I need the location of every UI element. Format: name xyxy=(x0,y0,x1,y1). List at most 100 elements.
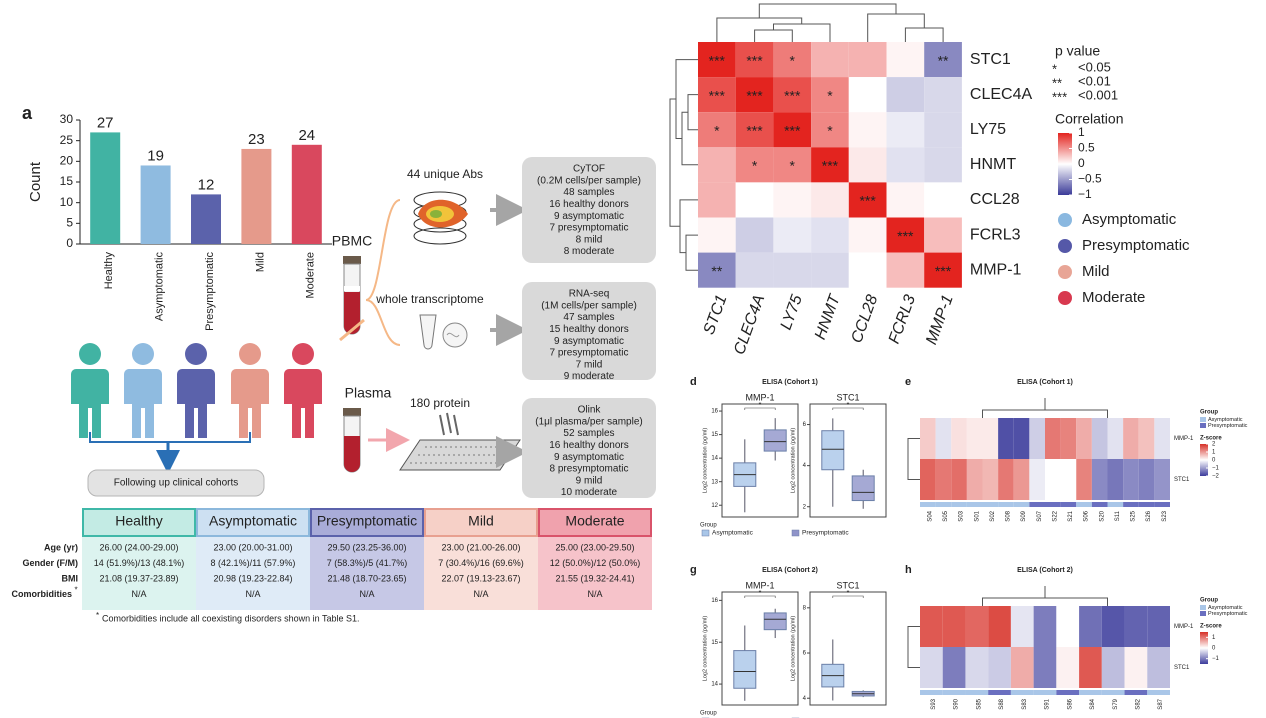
assay-box-line: 10 moderate xyxy=(561,487,618,498)
column-label: S08 xyxy=(1006,510,1012,521)
group-bar xyxy=(920,690,943,695)
column-label: S79 xyxy=(1113,698,1119,709)
significance-label: * xyxy=(847,590,850,597)
heatmap-cell xyxy=(886,252,925,288)
y-tick-label: 15 xyxy=(60,174,74,188)
bar xyxy=(241,148,272,244)
legend-label: Asymptomatic xyxy=(1208,417,1243,423)
row-label: CCL28 xyxy=(970,191,1020,208)
p-value-title: p value xyxy=(1055,43,1100,59)
heatmap-cell xyxy=(1013,459,1030,500)
table-cell: N/A xyxy=(359,589,374,599)
column-dendrogram xyxy=(982,398,1108,418)
y-tick-label: 25 xyxy=(60,133,74,147)
y-tick-label: 10 xyxy=(60,195,74,209)
heatmap-cell xyxy=(935,418,952,459)
table-header xyxy=(82,508,196,537)
assay-box-line: 9 asymptomatic xyxy=(554,336,624,347)
heatmap-cell xyxy=(1033,606,1057,647)
heatmap-cell xyxy=(1091,459,1108,500)
pbmc-brace xyxy=(365,199,401,301)
significance-label: * xyxy=(759,402,762,409)
heatmap-cell xyxy=(735,147,774,183)
legend-label: Asymptomatic xyxy=(1208,605,1243,611)
heatmap-cell xyxy=(1123,418,1139,459)
people-icons xyxy=(71,343,322,438)
y-tick-label: 8 xyxy=(803,605,807,611)
legend-title: Group xyxy=(1200,598,1218,604)
column-label: S21 xyxy=(1068,510,1074,521)
cohort-box-label: Following up clinical cohorts xyxy=(114,478,239,489)
heatmap-cell xyxy=(1079,647,1102,688)
heatmap-cell xyxy=(773,182,812,218)
group-bar xyxy=(1033,690,1057,695)
cohort-bracket xyxy=(89,432,251,443)
assay-box-line: 9 asymptomatic xyxy=(554,452,624,463)
heatmap-cell xyxy=(773,112,812,148)
group-bar xyxy=(965,690,989,695)
legend-label: Mild xyxy=(1082,263,1110,280)
significance-stars: *** xyxy=(746,87,763,103)
plot-frame xyxy=(721,403,799,518)
panel-label: d xyxy=(690,376,697,388)
heatmap-cell xyxy=(848,182,887,218)
heatmap-cell xyxy=(988,647,1011,688)
table-body xyxy=(538,536,652,610)
x-tick-label: Presymptomatic xyxy=(204,252,216,331)
heatmap-cell xyxy=(735,42,774,78)
panel-label: a xyxy=(22,103,33,123)
group-bar xyxy=(920,502,936,507)
heatmap-cell xyxy=(966,459,983,500)
heatmap-cell xyxy=(773,217,812,253)
heatmap-cell xyxy=(848,252,887,288)
significance-stars: *** xyxy=(784,122,801,138)
p-value-label: <0.05 xyxy=(1078,59,1111,74)
significance-bracket xyxy=(832,407,864,410)
box xyxy=(763,612,787,631)
table-body xyxy=(82,536,196,610)
legend-label: Presymptomatic xyxy=(1208,611,1248,617)
pbmc-brace xyxy=(365,299,401,346)
heatmap-cell xyxy=(965,606,989,647)
plot-frame xyxy=(721,591,799,706)
p-value-symbol: * xyxy=(1052,61,1057,76)
bar-value-label: 12 xyxy=(198,176,215,193)
significance-stars: * xyxy=(827,87,833,103)
column-label: CLEC4A xyxy=(731,293,768,357)
y-tick-label: 15 xyxy=(711,432,718,438)
bar-value-label: 23 xyxy=(248,131,265,148)
heatmap-cell xyxy=(1033,647,1057,688)
colorbar-tick-label: −1 xyxy=(1078,187,1092,201)
heatmap-cell xyxy=(735,252,774,288)
significance-bracket xyxy=(832,595,864,598)
y-tick-label: 15 xyxy=(711,640,718,646)
heatmap-cell xyxy=(698,147,736,183)
group-bar xyxy=(1154,502,1170,507)
heatmap-cell xyxy=(1076,418,1092,459)
heatmap-cell xyxy=(698,252,736,288)
significance-stars: * xyxy=(790,158,796,174)
column-label: S93 xyxy=(931,698,937,709)
heatmap-cell xyxy=(924,252,962,288)
table-cell: 14 (51.9%)/13 (48.1%) xyxy=(94,558,185,568)
p-value-symbol: *** xyxy=(1052,89,1067,104)
heatmap-cell xyxy=(773,42,812,78)
heatmap-cell xyxy=(1138,459,1155,500)
y-axis-label: Log2 concentration (pg/ml) xyxy=(702,428,708,494)
heatmap-cell xyxy=(735,77,774,113)
heatmap-cell xyxy=(811,217,849,253)
heatmap-cell xyxy=(1079,606,1102,647)
bar xyxy=(90,132,121,244)
heatmap-cell xyxy=(1056,606,1080,647)
heatmap-cell xyxy=(848,77,887,113)
plasma-label: Plasma xyxy=(345,385,392,401)
y-tick-label: 4 xyxy=(803,463,807,469)
heatmap-cell xyxy=(920,647,943,688)
group-bar xyxy=(966,502,983,507)
y-axis-label: Log2 concentration (pg/ml) xyxy=(790,428,796,494)
colorbar-tick-label: 2 xyxy=(1212,442,1216,448)
heatmap-cell xyxy=(998,418,1014,459)
box xyxy=(851,475,875,502)
legend-marker xyxy=(701,529,710,537)
column-label: S83 xyxy=(1022,698,1028,709)
